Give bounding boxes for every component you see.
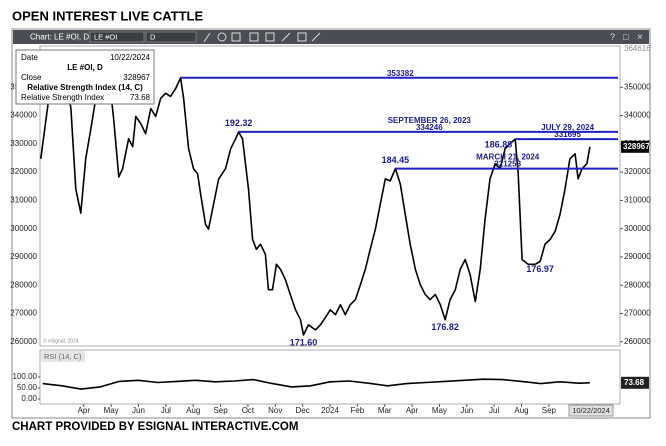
data-line <box>40 57 591 336</box>
symbol-box[interactable] <box>89 31 145 43</box>
x-tick-label: Jun <box>460 406 473 415</box>
interval-box[interactable] <box>145 31 197 43</box>
rsi-value: 73.68 <box>130 93 151 102</box>
x-tick-label: Mar <box>378 406 392 415</box>
y-tick-label: 350000 <box>624 82 651 91</box>
x-tick-label: Aug <box>514 406 528 415</box>
level-value: 353382 <box>387 69 414 78</box>
symbol[interactable]: LE #OI <box>94 32 117 41</box>
y-tick-label-left: 280000 <box>10 280 37 289</box>
level-value: 331695 <box>554 130 581 139</box>
y-tick-label-left: 290000 <box>10 252 37 261</box>
y-tick-label-left: 320000 <box>10 167 37 176</box>
y-tick-label: 290000 <box>624 252 651 261</box>
x-tick-label: Jul <box>161 406 171 415</box>
icon-box[interactable] <box>249 32 259 42</box>
x-tick-label: Sep <box>213 406 228 415</box>
level-date: MARCH 21, 2024 <box>476 153 540 162</box>
rsi-title: Relative Strength Index (14, C) <box>27 83 143 92</box>
x-tick-label: May <box>104 406 119 415</box>
annotation: 171.60 <box>290 337 318 347</box>
x-tick-label: Apr <box>78 406 91 415</box>
plot-layer: 260000 260000 270000 270000 280000 280000 2900… <box>10 44 651 417</box>
y-tick-label-left: 300000 <box>10 224 37 233</box>
last-value-label: 328967 <box>623 142 650 151</box>
footer: CHART PROVIDED BY ESIGNAL INTERACTIVE.CO… <box>12 421 298 433</box>
icon-draw[interactable] <box>203 32 211 43</box>
rsi-value-box <box>621 376 649 389</box>
watermark: © eSignal, 2024 <box>43 337 79 344</box>
y-tick-label: 310000 <box>624 196 651 205</box>
y-tick-label: 300000 <box>624 224 651 233</box>
interval[interactable]: D <box>150 32 156 41</box>
x-tick-label: Dec <box>296 406 310 415</box>
rsi-title: RSI (14, C) <box>44 352 82 361</box>
annotation: 186.88 <box>485 139 513 149</box>
close-label: Close <box>21 73 42 82</box>
page-title: OPEN INTEREST LIVE CATTLE <box>12 8 203 23</box>
maximize-button[interactable]: □ <box>623 32 629 42</box>
y-tick-label-left: 340000 <box>10 111 37 120</box>
rsi-y-tick-label: 50.00 <box>17 383 38 392</box>
x-tick-label: May <box>432 406 447 415</box>
infobox-frame <box>15 49 155 105</box>
x-tick-label: Jul <box>489 406 499 415</box>
date-label: Date <box>21 53 38 62</box>
level-value: 321253 <box>494 160 521 169</box>
y-tick-label-left: 270000 <box>10 309 37 318</box>
y-tick-label: 340000 <box>624 111 651 120</box>
y-max-label: 364616 <box>624 44 651 53</box>
infobox: Date 10/22/2024 LE #OI, D Close 328967 R… <box>15 49 155 105</box>
x-tick-label: Aug <box>186 406 200 415</box>
data-line <box>42 378 590 390</box>
x-tick-label: Sep <box>542 406 557 415</box>
y-tick-label: 270000 <box>624 309 651 318</box>
icon-pen[interactable] <box>311 32 321 42</box>
icon-link[interactable] <box>281 32 291 42</box>
plot-frame <box>39 45 621 347</box>
rsi-title-box <box>41 351 85 362</box>
icon-copy[interactable] <box>297 32 307 42</box>
level-date: SEPTEMBER 26, 2023 <box>388 116 472 125</box>
y-tick-label: 280000 <box>624 280 651 289</box>
x-tick-label: 2024 <box>321 406 339 415</box>
y-tick-label: 320000 <box>624 167 651 176</box>
help-button[interactable]: ? <box>610 32 615 42</box>
symbol-label: LE #OI, D <box>67 63 103 72</box>
level-value: 334246 <box>416 123 443 132</box>
rsi-y-tick-label: 100.00 <box>13 372 38 381</box>
rsi-label: Relative Strength Index <box>21 93 104 102</box>
x-tick-label: Nov <box>268 406 282 415</box>
cursor-date: 10/22/2024 <box>572 406 610 415</box>
last-value-box <box>621 140 649 153</box>
x-tick-label: Jun <box>132 406 145 415</box>
rsi-y-tick-label: 0.00 <box>21 394 37 403</box>
icon-rect[interactable] <box>231 32 241 42</box>
x-tick-label: Apr <box>406 406 419 415</box>
date-value: 10/22/2024 <box>110 53 151 62</box>
x-tick-label: Oct <box>242 406 255 415</box>
annotation: 176.82 <box>431 322 459 332</box>
annotation: 176.97 <box>526 264 554 274</box>
annotation: 184.45 <box>382 155 410 165</box>
toolbar-icons[interactable] <box>203 32 321 43</box>
y-tick-label-left: 330000 <box>10 139 37 148</box>
cursor-date-box <box>568 404 614 417</box>
x-tick-label: Feb <box>350 406 364 415</box>
y-tick-label-left: 310000 <box>10 196 37 205</box>
window-title: Chart: LE #OI, D <box>30 33 89 42</box>
y-tick-label: 260000 <box>624 337 651 346</box>
icon-circle[interactable] <box>217 32 227 42</box>
annotation: 192.32 <box>225 118 253 128</box>
icon-grid[interactable] <box>265 32 275 42</box>
close-button[interactable]: × <box>637 32 643 43</box>
close-value: 328967 <box>123 73 150 82</box>
y-tick-label-left: 260000 <box>10 337 37 346</box>
rsi-value-label: 73.68 <box>624 378 645 387</box>
level-date: JULY 29, 2024 <box>541 123 594 132</box>
